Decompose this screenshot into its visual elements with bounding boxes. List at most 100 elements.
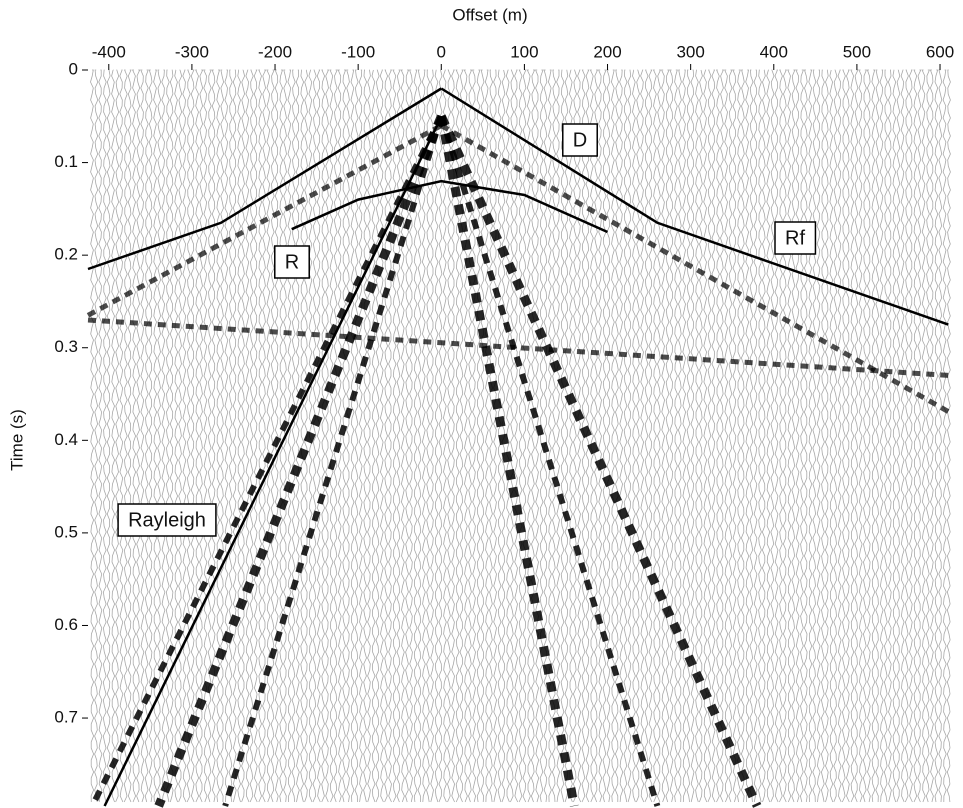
- trace: [103, 70, 106, 802]
- trace: [116, 70, 119, 802]
- trace: [179, 70, 182, 802]
- trace: [364, 70, 367, 802]
- trace: [469, 70, 472, 802]
- trace: [825, 70, 828, 802]
- trace: [351, 70, 354, 802]
- trace: [696, 70, 699, 802]
- trace: [691, 70, 694, 802]
- trace: [872, 70, 875, 802]
- trace: [536, 70, 539, 802]
- trace: [112, 70, 115, 802]
- trace: [368, 70, 371, 802]
- trace: [733, 70, 736, 802]
- trace: [813, 70, 816, 802]
- trace: [943, 70, 946, 802]
- trace: [670, 70, 673, 802]
- y-tick-label: 0: [69, 59, 78, 78]
- x-tick-label: -200: [258, 42, 292, 61]
- annotation-label: R: [285, 251, 299, 273]
- trace: [624, 70, 627, 802]
- trace: [435, 70, 438, 802]
- trace: [738, 70, 741, 802]
- trace: [473, 70, 476, 802]
- trace: [527, 70, 530, 802]
- trace: [880, 70, 883, 802]
- trace: [217, 70, 220, 802]
- trace: [867, 70, 870, 802]
- trace: [225, 70, 228, 802]
- trace: [712, 70, 715, 802]
- trace: [154, 70, 157, 802]
- trace: [884, 70, 887, 802]
- trace: [552, 70, 555, 802]
- trace: [183, 70, 186, 802]
- trace: [128, 70, 131, 802]
- trace: [603, 70, 606, 802]
- trace: [645, 70, 648, 802]
- trace: [124, 70, 127, 802]
- x-tick-label: 500: [843, 42, 871, 61]
- trace: [720, 70, 723, 802]
- trace: [759, 70, 762, 802]
- trace: [565, 70, 568, 802]
- trace: [145, 70, 148, 802]
- trace: [729, 70, 732, 802]
- trace: [901, 70, 904, 802]
- trace: [389, 70, 392, 802]
- trace: [599, 70, 602, 802]
- trace: [578, 70, 581, 802]
- trace: [779, 70, 782, 802]
- trace: [594, 70, 597, 802]
- trace: [359, 70, 362, 802]
- trace: [397, 70, 400, 802]
- trace: [91, 70, 94, 802]
- trace: [490, 70, 493, 802]
- trace: [250, 70, 253, 802]
- trace: [792, 70, 795, 802]
- trace: [531, 70, 534, 802]
- trace: [804, 70, 807, 802]
- trace: [439, 70, 442, 802]
- trace: [355, 70, 358, 802]
- trace: [641, 70, 644, 802]
- trace: [149, 70, 152, 802]
- trace: [275, 70, 278, 802]
- y-tick-label: 0.1: [54, 152, 78, 171]
- trace: [452, 70, 455, 802]
- trace: [401, 70, 404, 802]
- trace: [238, 70, 241, 802]
- annotation-label: Rayleigh: [128, 509, 206, 531]
- trace: [246, 70, 249, 802]
- trace: [162, 70, 165, 802]
- x-tick-label: -300: [175, 42, 209, 61]
- trace: [431, 70, 434, 802]
- trace: [935, 70, 938, 802]
- trace: [649, 70, 652, 802]
- trace: [322, 70, 325, 802]
- trace: [876, 70, 879, 802]
- trace: [725, 70, 728, 802]
- trace: [918, 70, 921, 802]
- trace: [561, 70, 564, 802]
- x-tick-label: 200: [593, 42, 621, 61]
- x-tick-label: -100: [341, 42, 375, 61]
- trace: [271, 70, 274, 802]
- trace: [573, 70, 576, 802]
- trace: [687, 70, 690, 802]
- trace: [191, 70, 194, 802]
- trace: [888, 70, 891, 802]
- trace: [838, 70, 841, 802]
- trace: [783, 70, 786, 802]
- trace: [418, 70, 421, 802]
- trace: [443, 70, 446, 802]
- trace: [99, 70, 102, 802]
- x-axis-label: Offset (m): [452, 5, 527, 24]
- trace: [615, 70, 618, 802]
- y-tick-label: 0.6: [54, 615, 78, 634]
- trace: [317, 70, 320, 802]
- trace: [633, 70, 636, 802]
- trace: [628, 70, 631, 802]
- trace: [636, 70, 639, 802]
- trace: [893, 70, 896, 802]
- trace: [137, 70, 140, 802]
